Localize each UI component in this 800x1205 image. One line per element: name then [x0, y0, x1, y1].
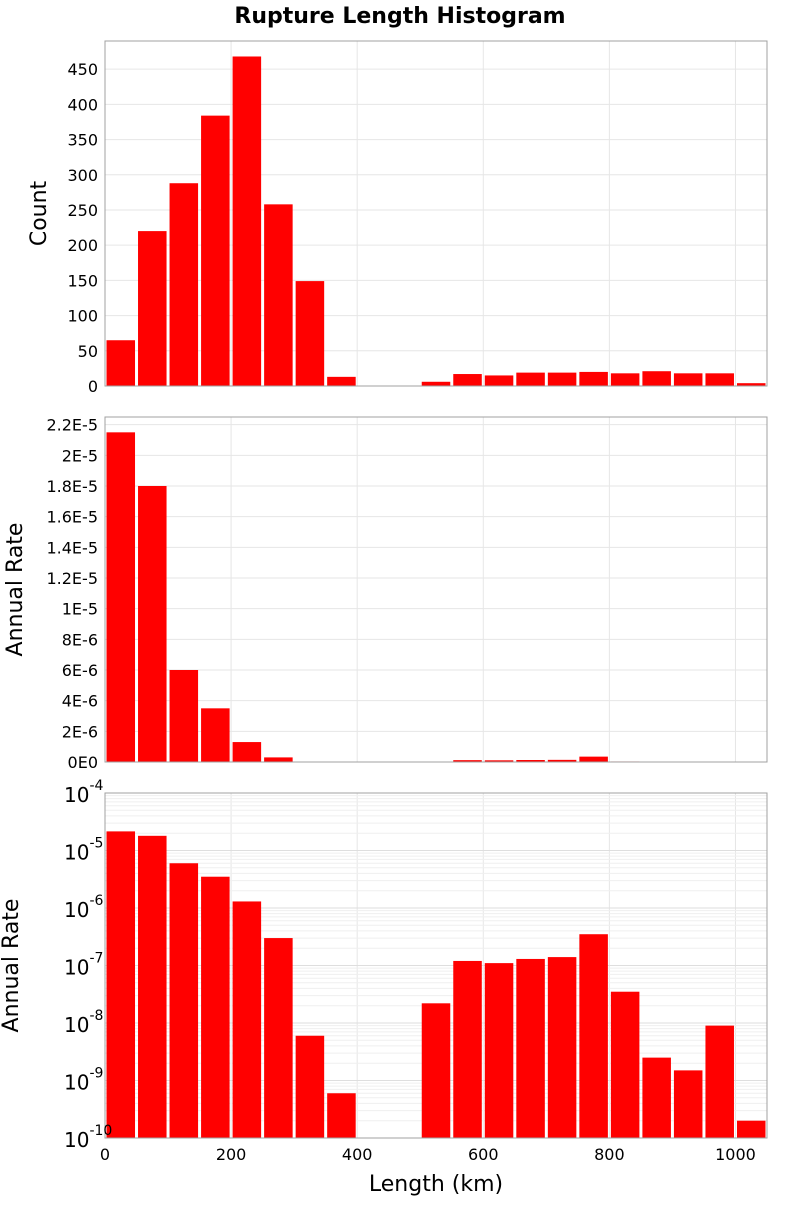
bar — [642, 371, 671, 386]
bar — [138, 486, 167, 762]
x-tick-labels: 0 200 400 600 800 1000 — [100, 1145, 756, 1164]
bar — [264, 204, 293, 386]
y-tick-label: 250 — [67, 201, 98, 220]
x-tick-label: 0 — [100, 1145, 110, 1164]
y-tick-label: 0E0 — [68, 753, 98, 772]
x-tick-label: 800 — [594, 1145, 625, 1164]
bar — [737, 1121, 766, 1138]
x-tick-label: 600 — [468, 1145, 499, 1164]
bar — [107, 831, 136, 1138]
y-tick-label: 1.4E-5 — [46, 538, 98, 557]
panels-layer: 0 50 100 150 200 250 300 350 400 450 Count 0E0 2E-6 4… — [0, 41, 767, 1164]
bar — [107, 340, 136, 386]
bar — [107, 432, 136, 762]
bar — [516, 959, 545, 1138]
bar — [485, 375, 514, 386]
y-tick-label: 50 — [78, 342, 98, 361]
y-tick-label: 8E-6 — [62, 630, 98, 649]
bar — [485, 963, 514, 1138]
bar — [642, 1058, 671, 1138]
x-tick-label: 1000 — [715, 1145, 756, 1164]
y-axis-label: Annual Rate — [0, 899, 24, 1033]
bars — [107, 831, 766, 1138]
bar — [201, 116, 230, 386]
bar — [233, 56, 262, 386]
y-tick-labels: 0E0 2E-6 4E-6 6E-6 8E-6 1E-5 1.2E-5 1.4E-5 1.6E-… — [46, 416, 98, 772]
bar — [422, 382, 451, 386]
bar — [579, 757, 608, 762]
y-tick-label: 1.2E-5 — [46, 569, 98, 588]
y-tick-label: 0 — [88, 377, 98, 396]
bars — [107, 432, 766, 762]
bar — [201, 708, 230, 762]
bar — [548, 957, 577, 1138]
bar — [233, 901, 262, 1138]
y-tick-labels: 0 50 100 150 200 250 300 350 400 450 — [67, 60, 98, 396]
y-tick-label: 6E-6 — [62, 661, 98, 680]
bar — [705, 1026, 734, 1138]
bar — [170, 183, 199, 386]
bar — [233, 742, 262, 762]
y-tick-label: 450 — [67, 60, 98, 79]
y-tick-label: 100 — [67, 307, 98, 326]
bar — [264, 938, 293, 1138]
bar — [296, 281, 325, 386]
y-tick-label: 10-4 — [64, 778, 104, 807]
bar — [201, 877, 230, 1138]
x-tick-label: 400 — [342, 1145, 373, 1164]
y-tick-label: 10-8 — [64, 1008, 103, 1037]
bar — [264, 757, 293, 762]
y-tick-label: 200 — [67, 236, 98, 255]
y-tick-label: 1.6E-5 — [46, 508, 98, 527]
panel-1: 0 50 100 150 200 250 300 350 400 450 Count — [27, 41, 767, 396]
bar — [170, 670, 199, 762]
y-tick-label: 10-5 — [64, 836, 103, 865]
y-tick-label: 10-7 — [64, 951, 103, 980]
y-tick-label: 2.2E-5 — [46, 416, 98, 435]
y-tick-label: 4E-6 — [62, 692, 98, 711]
y-tick-label: 10-6 — [64, 893, 104, 922]
bar — [422, 1003, 451, 1138]
bar — [611, 373, 640, 386]
x-tick-label: 200 — [216, 1145, 247, 1164]
bar — [579, 934, 608, 1138]
y-axis-label: Annual Rate — [3, 523, 28, 657]
y-tick-label: 150 — [67, 271, 98, 290]
bars — [107, 56, 766, 386]
bar — [548, 373, 577, 386]
y-tick-label: 10-9 — [64, 1066, 103, 1095]
bar — [453, 961, 482, 1138]
bar — [516, 373, 545, 386]
panel-2: 0E0 2E-6 4E-6 6E-6 8E-6 1E-5 1.2E-5 1.4E-5 1.6E-… — [3, 416, 767, 772]
bar — [327, 1093, 356, 1138]
bar — [170, 863, 199, 1138]
y-tick-label: 400 — [67, 95, 98, 114]
bar — [138, 231, 167, 386]
x-axis-label: Length (km) — [369, 1172, 503, 1197]
bar — [674, 1070, 703, 1138]
bar — [138, 836, 167, 1138]
bar — [611, 992, 640, 1138]
y-tick-label: 1.8E-5 — [46, 477, 98, 496]
bar — [296, 1036, 325, 1138]
bar — [705, 373, 734, 386]
y-tick-label: 350 — [67, 131, 98, 150]
y-tick-label: 300 — [67, 166, 98, 185]
y-tick-label: 2E-5 — [62, 446, 98, 465]
bar — [453, 374, 482, 386]
y-axis-label: Count — [27, 180, 52, 246]
bar — [674, 373, 703, 386]
bar — [327, 377, 356, 386]
bar — [579, 372, 608, 386]
y-tick-label: 2E-6 — [62, 722, 98, 741]
y-tick-label: 1E-5 — [62, 600, 98, 619]
chart-title: Rupture Length Histogram — [234, 4, 565, 29]
